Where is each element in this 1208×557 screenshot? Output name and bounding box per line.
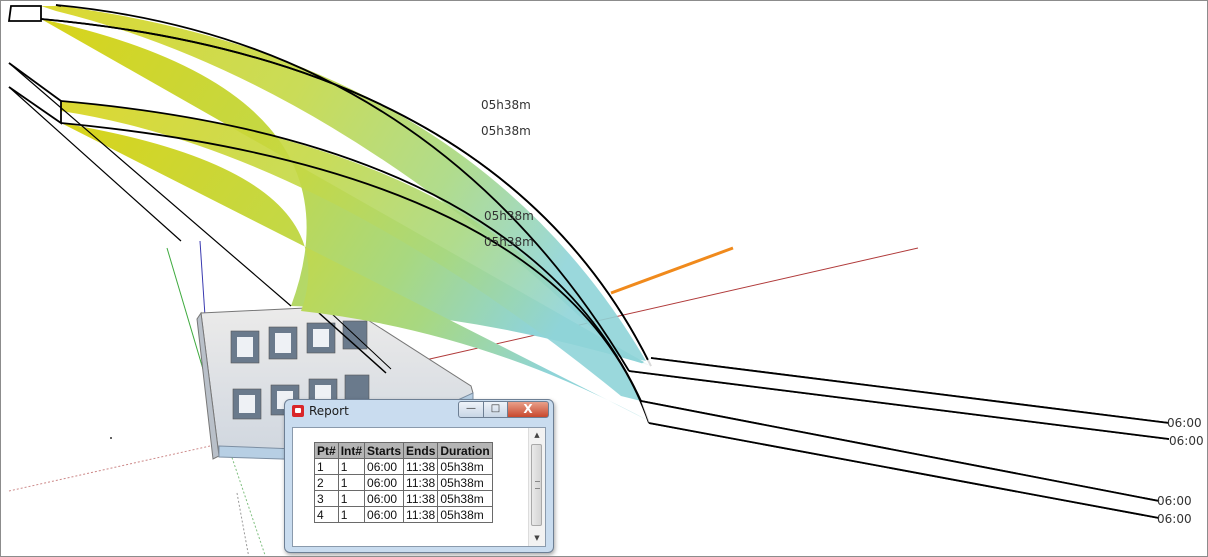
cell: 2 bbox=[314, 474, 339, 491]
cell: 06:00 bbox=[364, 506, 405, 523]
table-row: 1 1 06:00 11:38 05h38m bbox=[314, 458, 493, 475]
duration-label: 05h38m bbox=[481, 98, 531, 112]
start-time-label: 06:00 bbox=[1167, 416, 1202, 430]
report-window[interactable]: Report — □ X Pt# Int# Starts Ends Durati… bbox=[284, 399, 554, 553]
cell: 11:38 bbox=[403, 458, 439, 475]
column-header: Starts bbox=[364, 442, 405, 459]
scroll-up-arrow-icon[interactable]: ▲ bbox=[534, 431, 540, 439]
report-content: Pt# Int# Starts Ends Duration 1 1 06:00 … bbox=[292, 427, 546, 547]
red-axis-dashed bbox=[8, 443, 220, 492]
start-time-label: 06:00 bbox=[1157, 512, 1192, 526]
cell: 05h38m bbox=[437, 474, 493, 491]
report-titlebar[interactable]: Report — □ X bbox=[285, 400, 553, 422]
start-time-label: 06:00 bbox=[1157, 494, 1192, 508]
duration-label: 05h38m bbox=[484, 209, 534, 223]
cell: 05h38m bbox=[437, 506, 493, 523]
cell: 1 bbox=[337, 490, 366, 507]
column-header: Pt# bbox=[314, 442, 339, 459]
cell: 1 bbox=[337, 458, 366, 475]
cell: 06:00 bbox=[364, 474, 405, 491]
table-row: 3 1 06:00 11:38 05h38m bbox=[314, 490, 493, 507]
table-row: 2 1 06:00 11:38 05h38m bbox=[314, 474, 493, 491]
cell: 06:00 bbox=[364, 458, 405, 475]
blue-axis bbox=[199, 240, 206, 317]
cell: 05h38m bbox=[437, 490, 493, 507]
duration-label: 05h38m bbox=[481, 124, 531, 138]
column-header: Duration bbox=[437, 442, 493, 459]
close-button[interactable]: X bbox=[507, 401, 549, 418]
column-header: Ends bbox=[403, 442, 439, 459]
cell: 3 bbox=[314, 490, 339, 507]
sun-path-bands bbox=[7, 4, 652, 424]
cell: 1 bbox=[314, 458, 339, 475]
cell: 11:38 bbox=[403, 490, 439, 507]
red-axis bbox=[420, 247, 919, 362]
column-header: Int# bbox=[337, 442, 366, 459]
scrollbar-thumb[interactable] bbox=[531, 444, 542, 526]
cell: 1 bbox=[337, 506, 366, 523]
scroll-down-arrow-icon[interactable]: ▼ bbox=[534, 534, 540, 542]
cell: 11:38 bbox=[403, 474, 439, 491]
vertical-scrollbar[interactable]: ▲ ▼ bbox=[528, 428, 545, 546]
orange-ray bbox=[610, 246, 734, 295]
report-title: Report bbox=[309, 404, 349, 418]
table-header-row: Pt# Int# Starts Ends Duration bbox=[314, 442, 493, 459]
start-time-label: 06:00 bbox=[1169, 434, 1204, 448]
table-row: 4 1 06:00 11:38 05h38m bbox=[314, 506, 493, 523]
cell: 06:00 bbox=[364, 490, 405, 507]
duration-label: 05h38m bbox=[484, 235, 534, 249]
cell: 11:38 bbox=[403, 506, 439, 523]
cell: 4 bbox=[314, 506, 339, 523]
sketchup-app-icon bbox=[292, 405, 304, 417]
maximize-button[interactable]: □ bbox=[483, 401, 508, 418]
report-table: Pt# Int# Starts Ends Duration 1 1 06:00 … bbox=[314, 442, 493, 523]
minimize-button[interactable]: — bbox=[458, 401, 484, 418]
cell: 1 bbox=[337, 474, 366, 491]
cell: 05h38m bbox=[437, 458, 493, 475]
